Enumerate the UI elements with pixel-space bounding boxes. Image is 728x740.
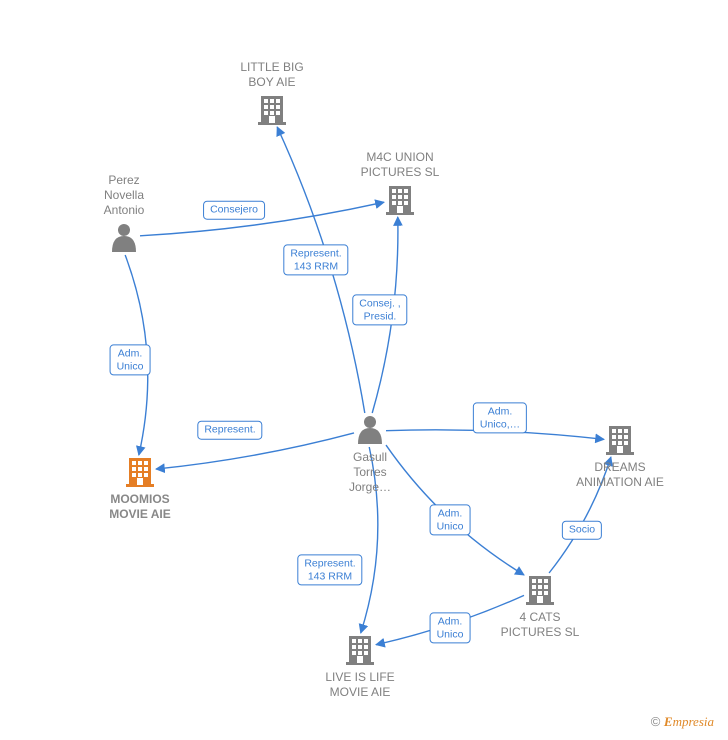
edge-fourcats-dreams (549, 457, 611, 573)
edge-fourcats-live (376, 595, 524, 644)
relationship-graph (0, 0, 728, 740)
node-dreams[interactable] (606, 426, 634, 455)
edge-gasull-moomios (156, 433, 354, 469)
node-moomios[interactable] (126, 458, 154, 487)
node-live[interactable] (346, 636, 374, 665)
edge-perez-m4c (140, 202, 384, 236)
node-fourcats[interactable] (526, 576, 554, 605)
copyright-symbol: © (651, 714, 661, 729)
node-perez[interactable] (112, 224, 136, 252)
brand-name: Empresia (664, 714, 714, 729)
edge-gasull-dreams (386, 430, 604, 440)
edge-gasull-m4c (372, 217, 398, 413)
edge-gasull-little (277, 127, 365, 413)
node-gasull[interactable] (358, 416, 382, 444)
edge-gasull-fourcats (386, 445, 524, 575)
edge-gasull-live (361, 447, 378, 633)
footer: © Empresia (651, 714, 714, 730)
node-m4c[interactable] (386, 186, 414, 215)
node-little[interactable] (258, 96, 286, 125)
edge-perez-moomios (125, 255, 148, 455)
